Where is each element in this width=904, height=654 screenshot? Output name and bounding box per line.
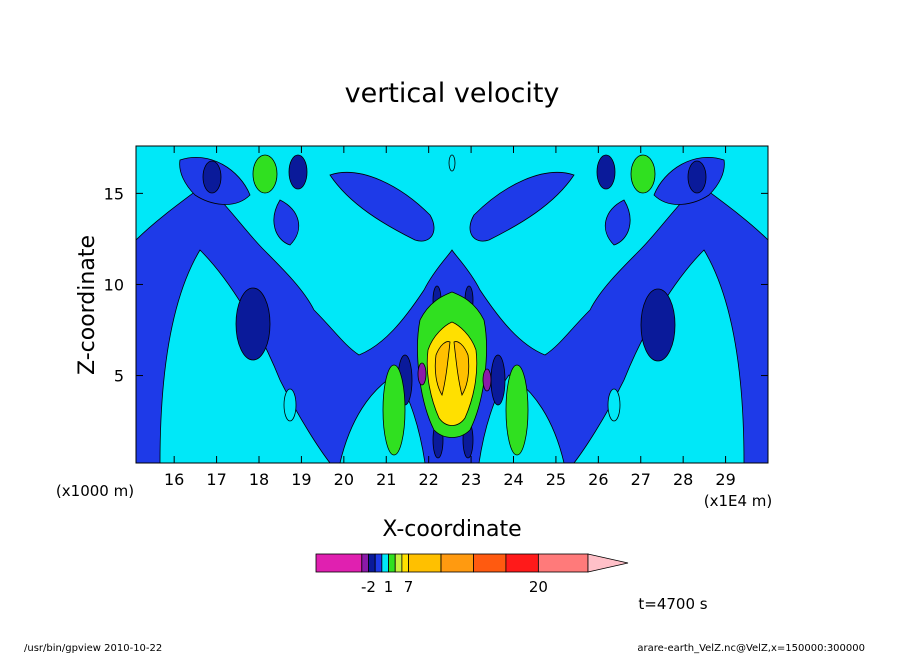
contour-band-cyan-islands [283,154,621,422]
colorbar-segment [473,553,507,573]
x-tick-label: 28 [673,470,693,489]
colorbar-segment [408,553,442,573]
y-tick-label: 5 [114,367,124,386]
colorbar-segment [361,553,369,573]
contour-band-purple [417,362,492,392]
x-tick-label: 25 [546,470,566,489]
y-units-label: (x1000 m) [56,482,134,500]
colorbar-segment [505,553,539,573]
colorbar-segment [388,553,396,573]
x-tick-label: 26 [588,470,608,489]
colorbar-tick-label: -2 [361,578,376,596]
colorbar-segment [401,553,409,573]
x-units-label: (x1E4 m) [704,492,773,510]
colorbar-segment [394,553,403,573]
colorbar-segment [537,553,589,573]
colorbar-tick-label: 7 [404,578,414,596]
colorbar-tick-label: 20 [529,578,548,596]
x-axis-label: X-coordinate [382,517,521,542]
timestamp-label: /usr/bin/gpview 2010-10-22 [24,643,162,654]
colorbar-segment [315,553,363,573]
colorbar-tick-label: 1 [384,578,394,596]
source-label: arare-earth_VelZ.nc@VelZ,x=150000:300000 [637,643,865,654]
colorbar [315,553,629,573]
y-axis: 5 10 15 [104,184,768,386]
contour-band-blue-upper [179,157,725,246]
x-tick-label: 18 [249,470,269,489]
y-axis-label: Z-coordinate [75,235,100,375]
colorbar-extension-arrow [587,553,629,573]
x-tick-label: 17 [206,470,226,489]
colorbar-labels: -2 1 7 20 [361,578,548,596]
plot-frame [135,145,769,464]
x-tick-label: 27 [631,470,651,489]
x-tick-label: 24 [503,470,523,489]
x-tick-label: 22 [418,470,438,489]
x-tick-label: 16 [164,470,184,489]
x-tick-label: 20 [334,470,354,489]
contour-field [136,146,768,463]
y-tick-label: 10 [104,275,124,294]
colorbar-segment [374,553,383,573]
time-label: t=4700 s [638,595,707,613]
colorbar-segment [381,553,389,573]
contour-band-darkblue [202,154,707,459]
contour-band-cyan [136,146,768,356]
x-tick-label: 21 [376,470,396,489]
x-axis: 16 17 18 19 20 21 22 23 24 25 26 27 28 29 [164,146,736,489]
chart-title: vertical velocity [345,78,560,109]
colorbar-segment [440,553,474,573]
x-tick-label: 23 [461,470,481,489]
x-tick-label: 19 [291,470,311,489]
contour-band-orange [434,341,470,397]
x-tick-label: 29 [715,470,735,489]
colorbar-segment [368,553,376,573]
y-tick-label: 15 [104,184,124,203]
